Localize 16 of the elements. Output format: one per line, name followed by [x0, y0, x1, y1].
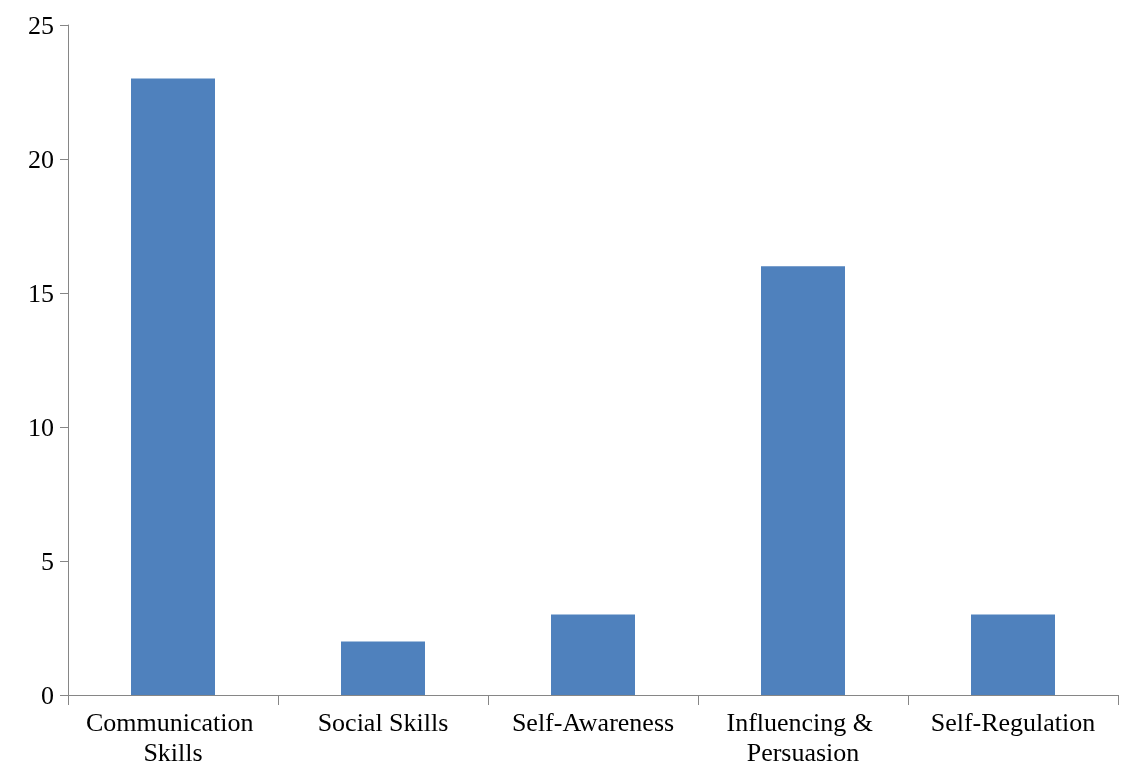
- x-tick-label: Self-Awareness: [511, 707, 675, 737]
- bar: [761, 266, 845, 695]
- bar: [131, 78, 215, 695]
- y-tick-label: 15: [28, 278, 54, 308]
- x-tick-label: Self-Regulation: [930, 707, 1096, 737]
- x-tick-label: Communication Skills: [85, 707, 261, 767]
- bar: [341, 641, 425, 695]
- bar: [971, 614, 1055, 695]
- y-tick-label: 10: [28, 412, 54, 442]
- x-tick-label: Social Skills: [317, 707, 449, 737]
- bar: [551, 614, 635, 695]
- x-tick-label: Influencing & Persuasion: [726, 707, 880, 767]
- y-tick-label: 25: [28, 10, 54, 40]
- y-tick-label: 0: [41, 680, 54, 710]
- y-tick-label: 5: [41, 546, 54, 576]
- y-tick-label: 20: [28, 144, 54, 174]
